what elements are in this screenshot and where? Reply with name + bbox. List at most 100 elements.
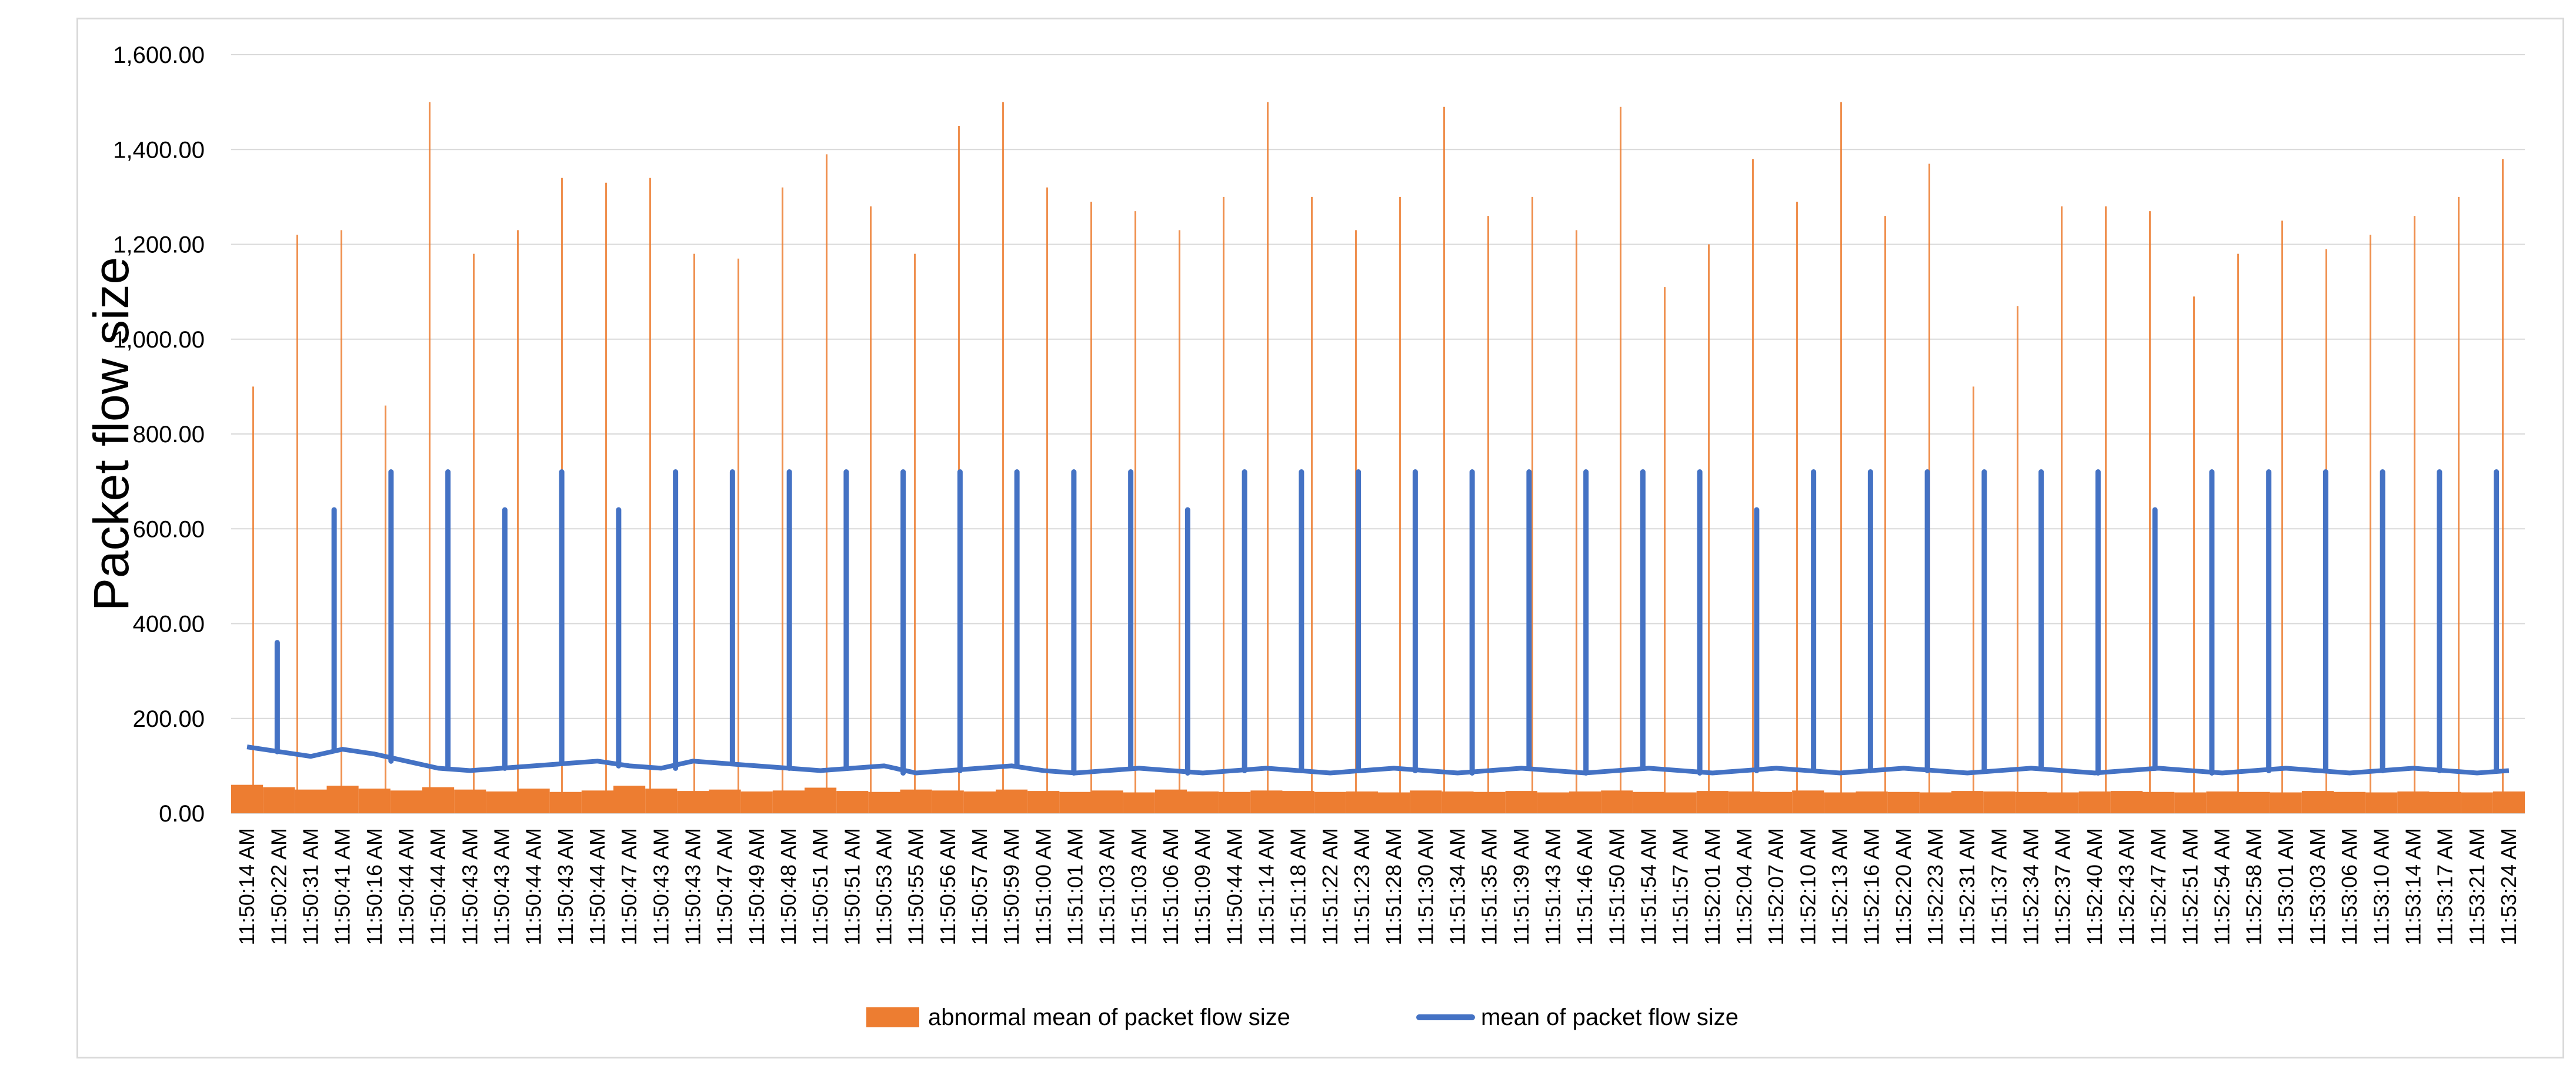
abnormal-bar (1473, 792, 1506, 813)
x-tick-label: 11:51:39 AM (1509, 828, 1533, 945)
x-tick-label: 11:52:20 AM (1891, 828, 1916, 945)
abnormal-bar (1919, 792, 1951, 813)
x-tick-label: 11:51:09 AM (1190, 828, 1214, 945)
abnormal-bar (1728, 791, 1760, 813)
x-tick-label: 11:50:43 AM (553, 828, 578, 945)
x-tick-label: 11:52:37 AM (2051, 828, 2075, 945)
x-tick-label: 11:51:22 AM (1318, 828, 1342, 945)
x-tick-label: 11:51:37 AM (1987, 828, 2011, 945)
x-tick-label: 11:51:03 AM (1095, 828, 1119, 945)
x-tick-label: 11:51:03 AM (1127, 828, 1151, 945)
abnormal-bar (2429, 792, 2461, 813)
abnormal-bar (2492, 791, 2525, 813)
x-tick-label: 11:53:01 AM (2274, 828, 2298, 945)
abnormal-bar (1664, 792, 1697, 813)
abnormal-bar (2110, 791, 2143, 813)
x-tick-label: 11:51:30 AM (1413, 828, 1437, 945)
x-tick-label: 11:50:53 AM (872, 828, 896, 945)
x-tick-label: 11:51:28 AM (1382, 828, 1406, 945)
x-tick-label: 11:50:41 AM (331, 828, 355, 945)
x-tick-label: 11:51:57 AM (1669, 828, 1693, 945)
x-tick-label: 11:50:14 AM (235, 828, 259, 945)
x-tick-label: 11:52:58 AM (2242, 828, 2266, 945)
abnormal-bar (549, 792, 582, 813)
x-tick-label: 11:53:06 AM (2337, 828, 2361, 945)
abnormal-bar (2047, 792, 2079, 813)
abnormal-bar (996, 789, 1028, 813)
y-tick-label: 200.00 (133, 706, 205, 732)
abnormal-bar (1346, 791, 1378, 813)
abnormal-bar (326, 786, 359, 813)
abnormal-bar (900, 789, 932, 813)
x-tick-label: 11:51:34 AM (1445, 828, 1469, 945)
mean-line-path (246, 744, 2510, 776)
y-axis-ticks: 0.00 200.00 400.00 600.00 800.00 1,000.00 1,20… (113, 42, 205, 827)
abnormal-bar (1696, 791, 1729, 813)
x-axis-ticks: 11:50:14 AM 11:50:22 AM 11:50:31 AM 11:50:4… (235, 828, 2521, 945)
abnormal-bar (1442, 791, 1474, 813)
x-tick-label: 11:52:31 AM (1955, 828, 1979, 945)
abnormal-bar (1250, 790, 1283, 813)
x-tick-label: 11:50:16 AM (362, 828, 386, 945)
abnormal-bar (1282, 791, 1314, 813)
x-tick-label: 11:51:06 AM (1159, 828, 1183, 945)
x-tick-label: 11:50:55 AM (904, 828, 928, 945)
abnormal-bar (1123, 792, 1155, 813)
x-tick-label: 11:51:00 AM (1031, 828, 1055, 945)
x-tick-label: 11:52:54 AM (2210, 828, 2234, 945)
x-tick-label: 11:50:49 AM (745, 828, 769, 945)
x-tick-label: 11:53:17 AM (2433, 828, 2457, 945)
x-tick-label: 11:52:34 AM (2018, 828, 2043, 945)
abnormal-bar (1856, 791, 1888, 813)
abnormal-bar (1569, 791, 1601, 813)
abnormal-bar (2143, 792, 2175, 813)
abnormal-bar (805, 787, 837, 813)
x-tick-label: 11:52:47 AM (2146, 828, 2170, 945)
x-tick-label: 11:50:22 AM (266, 828, 291, 945)
x-tick-label: 11:51:18 AM (1286, 828, 1310, 945)
abnormal-bar (2334, 792, 2366, 813)
abnormal-bar (390, 790, 422, 813)
abnormal-bar (263, 787, 295, 813)
legend-swatch-abnormal (866, 1007, 919, 1027)
abnormal-bar (1887, 792, 1920, 813)
abnormal-bar (772, 790, 805, 813)
x-tick-label: 11:50:44 AM (394, 828, 418, 945)
x-tick-label: 11:52:16 AM (1860, 828, 1884, 945)
abnormal-bar (1983, 791, 2016, 813)
abnormal-bars (231, 102, 2525, 813)
abnormal-bar (422, 787, 455, 813)
abnormal-bar (740, 791, 773, 813)
abnormal-bar (2461, 792, 2493, 813)
legend-label-abnormal: abnormal mean of packet flow size (928, 1004, 1290, 1030)
abnormal-bar (1410, 790, 1442, 813)
x-tick-label: 11:52:23 AM (1923, 828, 1947, 945)
x-tick-label: 11:50:57 AM (967, 828, 992, 945)
legend-label-mean: mean of packet flow size (1481, 1004, 1739, 1030)
abnormal-bar (1601, 790, 1633, 813)
x-tick-label: 11:50:51 AM (808, 828, 832, 945)
chart-frame: 0.00 200.00 400.00 600.00 800.00 1,000.00 1,20… (76, 18, 2564, 1058)
abnormal-bar (1378, 792, 1410, 813)
x-tick-label: 11:50:47 AM (617, 828, 641, 945)
x-tick-label: 11:51:14 AM (1254, 828, 1278, 945)
x-tick-label: 11:52:40 AM (2083, 828, 2107, 945)
abnormal-bar (1633, 792, 1665, 813)
abnormal-bar (868, 792, 900, 813)
x-tick-label: 11:51:01 AM (1063, 828, 1087, 945)
abnormal-bar (1154, 789, 1187, 813)
y-tick-label: 400.00 (133, 612, 205, 637)
x-tick-label: 11:52:13 AM (1827, 828, 1851, 945)
x-tick-label: 11:50:31 AM (298, 828, 322, 945)
x-tick-label: 11:50:44 AM (522, 828, 546, 945)
x-tick-label: 11:52:43 AM (2114, 828, 2138, 945)
x-tick-label: 11:51:54 AM (1636, 828, 1660, 945)
abnormal-bar (1091, 790, 1123, 813)
x-tick-label: 11:50:59 AM (999, 828, 1023, 945)
x-tick-label: 11:53:21 AM (2465, 828, 2489, 945)
abnormal-bar (1951, 791, 1984, 813)
abnormal-bar (231, 784, 263, 813)
x-tick-label: 11:51:43 AM (1541, 828, 1565, 945)
abnormal-bar (1059, 792, 1092, 813)
y-tick-label: 800.00 (133, 422, 205, 448)
